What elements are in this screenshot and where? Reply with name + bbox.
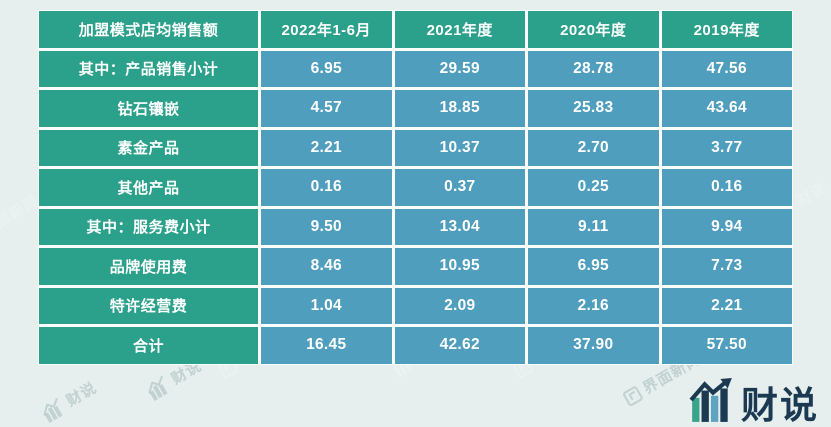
- header-cell-2022h1: 2022年1-6月: [261, 11, 392, 48]
- value-cell: 2.21: [661, 287, 792, 324]
- row-label-cell: 其中：产品销售小计: [39, 50, 258, 87]
- row-label-cell: 其中：服务费小计: [39, 208, 258, 245]
- value-cell: 0.16: [261, 169, 392, 206]
- value-cell: 3.77: [661, 129, 792, 166]
- value-cell: 43.64: [661, 90, 792, 127]
- caishuo-bars-icon: [42, 397, 63, 423]
- value-cell: 29.59: [394, 50, 525, 87]
- value-cell: 18.85: [394, 90, 525, 127]
- value-cell: 25.83: [528, 90, 659, 127]
- value-cell: 9.11: [528, 208, 659, 245]
- value-cell: 2.09: [394, 287, 525, 324]
- value-cell: 16.45: [261, 327, 392, 364]
- value-cell: 42.62: [394, 327, 525, 364]
- value-cell: 47.56: [661, 50, 792, 87]
- value-cell: 6.95: [261, 50, 392, 87]
- value-cell: 2.21: [261, 129, 392, 166]
- value-cell: 57.50: [661, 327, 792, 364]
- caishuo-logo: 财说: [689, 378, 819, 424]
- jiemian-logo-icon: [621, 384, 644, 407]
- value-cell: 28.78: [528, 50, 659, 87]
- value-cell: 8.46: [261, 248, 392, 285]
- caishuo-bars-icon: [147, 375, 168, 401]
- header-cell-2020: 2020年度: [528, 11, 659, 48]
- row-label-cell: 其他产品: [39, 169, 258, 206]
- header-cell-2021: 2021年度: [394, 11, 525, 48]
- value-cell: 2.70: [528, 129, 659, 166]
- header-cell-title: 加盟模式店均销售额: [39, 11, 258, 48]
- header-cell-2019: 2019年度: [661, 11, 792, 48]
- value-cell: 10.95: [394, 248, 525, 285]
- value-cell: 6.95: [528, 248, 659, 285]
- value-cell: 9.94: [661, 208, 792, 245]
- value-cell: 2.16: [528, 287, 659, 324]
- row-label-cell: 素金产品: [39, 129, 258, 166]
- row-label-cell: 品牌使用费: [39, 248, 258, 285]
- row-label-cell: 钻石镶嵌: [39, 90, 258, 127]
- value-cell: 0.16: [661, 169, 792, 206]
- value-cell: 7.73: [661, 248, 792, 285]
- value-cell: 9.50: [261, 208, 392, 245]
- value-cell: 0.37: [394, 169, 525, 206]
- caishuo-logo-icon: [689, 378, 732, 422]
- value-cell: 1.04: [261, 287, 392, 324]
- value-cell: 0.25: [528, 169, 659, 206]
- value-cell: 13.04: [394, 208, 525, 245]
- row-label-cell-total: 合计: [39, 327, 258, 364]
- franchise-sales-table: 加盟模式店均销售额 2022年1-6月 2021年度 2020年度 2019年度…: [38, 10, 793, 365]
- caishuo-logo-text: 财说: [741, 385, 819, 426]
- watermark-caishuo: 财说: [39, 377, 101, 425]
- value-cell: 10.37: [394, 129, 525, 166]
- watermark-jiemian: 界面新闻: [0, 192, 43, 240]
- value-cell: 37.90: [528, 327, 659, 364]
- row-label-cell: 特许经营费: [39, 287, 258, 324]
- value-cell: 4.57: [261, 90, 392, 127]
